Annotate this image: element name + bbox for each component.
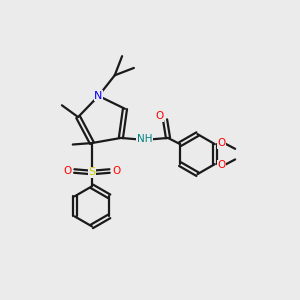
Text: O: O [112,166,120,176]
Text: O: O [217,138,225,148]
Text: NH: NH [137,134,152,144]
Text: O: O [156,111,164,121]
Text: O: O [64,166,72,176]
Text: O: O [217,160,225,170]
Text: S: S [88,167,95,178]
Text: N: N [94,91,103,101]
